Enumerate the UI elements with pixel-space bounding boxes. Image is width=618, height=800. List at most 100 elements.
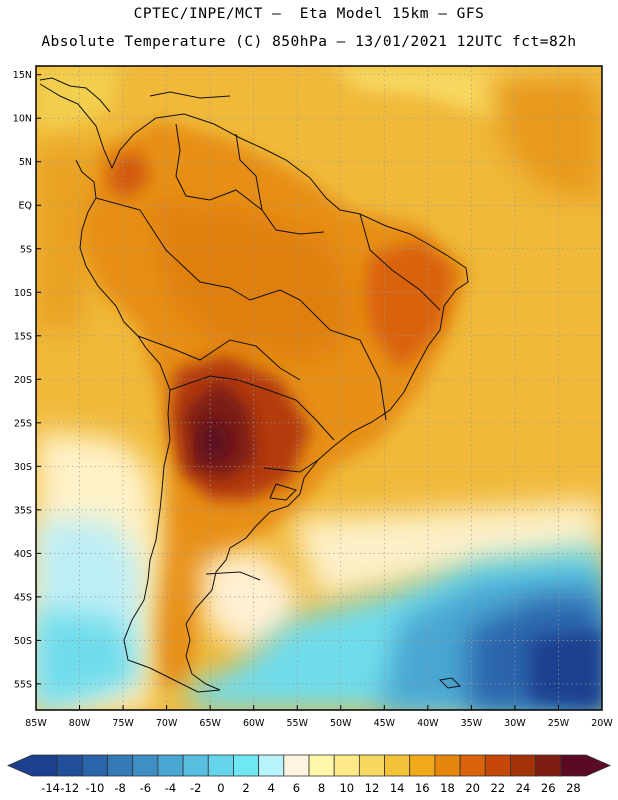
lon-label: 25W (548, 718, 570, 729)
lon-label: 75W (112, 718, 134, 729)
atlantic-orange (490, 70, 602, 200)
lat-label: EQ (19, 201, 32, 212)
caribbean-islands (149, 91, 231, 99)
lat-label: 15S (14, 331, 32, 342)
colorbar-arrow-low (7, 754, 58, 777)
colorbar-tick-label: 6 (293, 781, 300, 795)
border-bolivia (137, 335, 301, 381)
south-america-coast (39, 83, 469, 693)
lat-label: 15N (13, 70, 32, 81)
colorbar-box (157, 754, 184, 777)
colombia-hot (108, 150, 150, 200)
colorbar-box (434, 754, 461, 777)
colorbar-tick-label: -2 (190, 781, 201, 795)
lat-label: 10N (13, 114, 32, 125)
lat-label: 55S (14, 679, 32, 690)
lat-label: 35S (14, 505, 32, 516)
atlantic-pale-band (290, 500, 602, 600)
colorbar-tick-label: -14 (41, 781, 60, 795)
south-georgia (438, 677, 462, 689)
colorbar-box (258, 754, 285, 777)
lat-label: 10S (14, 288, 32, 299)
colorbar-box (384, 754, 411, 777)
lat-label: 20S (14, 375, 32, 386)
colorbar-tick-label: 28 (566, 781, 581, 795)
brazil-states (299, 299, 387, 421)
colorbar-box (358, 754, 385, 777)
colorbar-tick-label: 14 (390, 781, 405, 795)
border-paraguay (169, 375, 335, 441)
colorbar-tick-label: 24 (516, 781, 531, 795)
colorbar-tick-label: 16 (415, 781, 430, 795)
colorbar-tick-label: 8 (318, 781, 325, 795)
central-america-coast (39, 77, 111, 113)
colorbar-box (459, 754, 486, 777)
colorbar-box (333, 754, 360, 777)
colorbar-box (56, 754, 83, 777)
colorbar-tick-label: -4 (165, 781, 176, 795)
colorbar-box (107, 754, 134, 777)
lon-label: 60W (243, 718, 265, 729)
colorbar-ticks: -14 -12 -10 -8 -6 -4 -2 0 2 4 6 8 10 12 14 16 18 20 22 24 26… (41, 781, 581, 795)
colorbar-box (132, 754, 159, 777)
lon-label: 85W (25, 718, 47, 729)
colorbar-box (207, 754, 234, 777)
temperature-field (36, 66, 602, 710)
colorbar-tick-label: 22 (491, 781, 506, 795)
border-venezuela-brazil (175, 123, 325, 235)
lat-label: 5N (19, 157, 32, 168)
lon-label: 55W (286, 718, 308, 729)
colorbar-box (283, 754, 310, 777)
lon-label: 35W (461, 718, 483, 729)
colorbar-tick-label: 2 (242, 781, 249, 795)
latitude-labels: 15N 10N 5N EQ 5S 10S 15S 20S 25S 30S 35S 40S 45S 50S 5… (13, 70, 41, 690)
drake-cool (36, 610, 140, 710)
northeast-brazil-hot (365, 240, 455, 370)
colorbar-tick-label: 4 (268, 781, 275, 795)
colorbar-box (484, 754, 511, 777)
falkland-border (205, 571, 261, 581)
lon-label: 50W (330, 718, 352, 729)
amazon-basin (150, 200, 360, 360)
colorbar-tick-label: 10 (339, 781, 354, 795)
border-peru-brazil (95, 197, 301, 301)
colorbar-tick-label: 18 (440, 781, 455, 795)
lat-label: 25S (14, 418, 32, 429)
colorbar-box (409, 754, 436, 777)
colorbar-tick-label: -8 (114, 781, 125, 795)
colorbar-boxes (7, 754, 611, 777)
longitude-labels: 85W 80W 75W 70W 65W 60W 55W 50W 45W 40W 35W 30W 25W 2… (25, 705, 613, 729)
lat-label: 5S (20, 244, 32, 255)
border-uruguay (263, 459, 319, 473)
lat-label: 50S (14, 636, 32, 647)
chart-subtitle: Absolute Temperature (C) 850hPa – 13/01/… (41, 34, 577, 50)
colorbar-box (182, 754, 209, 777)
colorbar-box (308, 754, 335, 777)
lagoa-dos-patos (269, 483, 297, 501)
patagonia-cool (200, 550, 300, 650)
colorbar-box (535, 754, 562, 777)
lon-label: 30W (504, 718, 526, 729)
colorbar-tick-label: -12 (60, 781, 79, 795)
temperature-map: 15N 10N 5N EQ 5S 10S 15S 20S 25S 30S 35S 40S 45S 50S 5… (13, 65, 613, 729)
lon-label: 80W (69, 718, 91, 729)
lon-label: 20W (591, 718, 613, 729)
colorbar-tick-label: -10 (86, 781, 105, 795)
chaco-max (200, 420, 232, 462)
colorbar-box (510, 754, 537, 777)
lon-label: 70W (156, 718, 178, 729)
pacific-orange (36, 140, 100, 330)
lon-label: 45W (374, 718, 396, 729)
lon-label: 65W (199, 718, 221, 729)
colorbar-tick-label: 0 (217, 781, 224, 795)
lat-label: 45S (14, 592, 32, 603)
chart-title: CPTEC/INPE/MCT – Eta Model 15km – GFS (133, 6, 485, 22)
colorbar-tick-label: -6 (140, 781, 151, 795)
colorbar-tick-label: 12 (365, 781, 380, 795)
lat-label: 40S (14, 549, 32, 560)
southern-ocean-coldest (530, 630, 602, 710)
gridlines (36, 66, 602, 710)
colorbar-tick-label: 26 (541, 781, 556, 795)
border-guiana (235, 133, 263, 211)
